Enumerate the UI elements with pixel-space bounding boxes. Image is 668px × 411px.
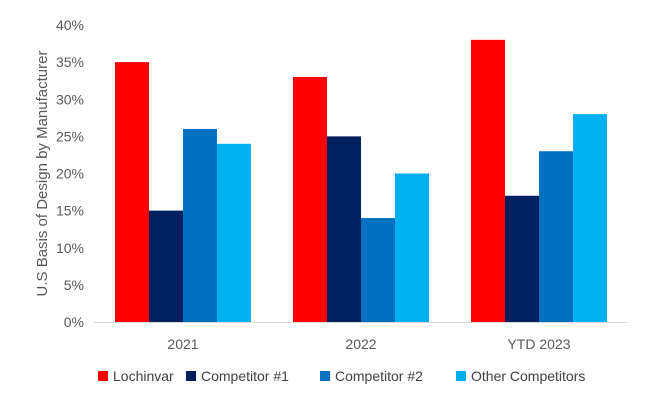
bar-lochinvar-2022 (293, 76, 327, 322)
x-tick-label: 2022 (345, 336, 376, 352)
y-tick-label: 5% (64, 277, 84, 293)
y-axis-title: U.S Basis of Design by Manufacturer (34, 51, 51, 297)
bar-competitor-2-2022 (361, 218, 395, 322)
y-tick-label: 10% (56, 240, 84, 256)
y-tick-label: 0% (64, 314, 84, 330)
bar-other-competitors-2021 (217, 143, 251, 322)
legend-swatch (98, 371, 108, 381)
legend: Lochinvar Competitor #1 Competitor #2 Other… (98, 368, 585, 384)
bars (115, 39, 607, 322)
y-tick-label: 35% (56, 54, 84, 70)
legend-label: Competitor #1 (201, 368, 289, 384)
legend-label: Lochinvar (113, 368, 174, 384)
x-tick-label: YTD 2023 (507, 336, 570, 352)
legend-label: Other Competitors (471, 368, 585, 384)
bar-competitor-1-2022 (327, 136, 361, 322)
legend-swatch (456, 371, 466, 381)
bar-competitor-2-2021 (183, 128, 217, 322)
bar-competitor-1-2021 (149, 210, 183, 322)
bar-lochinvar-2021 (115, 62, 149, 322)
bar-competitor-2-ytd-2023 (539, 151, 573, 322)
bar-other-competitors-ytd-2023 (573, 114, 607, 322)
y-tick-label: 15% (56, 203, 84, 219)
y-tick-label: 30% (56, 91, 84, 107)
bar-other-competitors-2022 (395, 173, 429, 322)
bar-lochinvar-ytd-2023 (471, 39, 505, 322)
legend-swatch (186, 371, 196, 381)
legend-swatch (320, 371, 330, 381)
x-axis-ticks: 2021 2022 YTD 2023 (167, 336, 570, 352)
legend-label: Competitor #2 (335, 368, 423, 384)
bar-competitor-1-ytd-2023 (505, 195, 539, 322)
x-tick-label: 2021 (167, 336, 198, 352)
y-tick-label: 20% (56, 166, 84, 182)
y-tick-label: 25% (56, 128, 84, 144)
y-tick-label: 40% (56, 17, 84, 33)
y-axis-ticks: 0% 5% 10% 15% 20% 25% 30% 35% 40% (56, 17, 84, 330)
